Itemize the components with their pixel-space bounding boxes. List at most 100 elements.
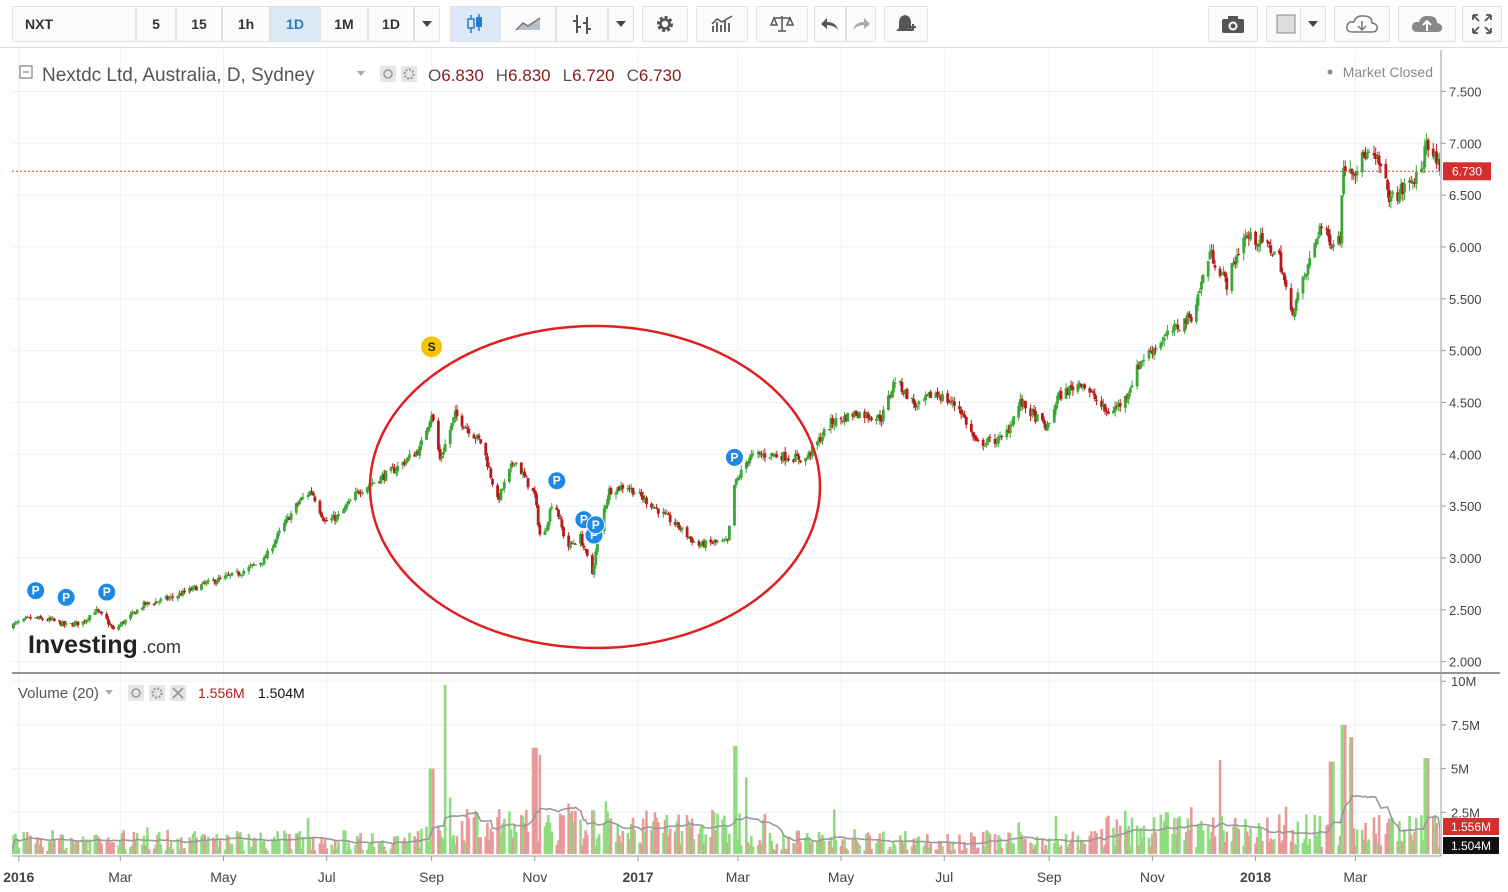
volume-settings-button[interactable]: [149, 685, 165, 701]
candle: [643, 494, 647, 503]
candle-body: [450, 422, 454, 430]
interval-1m-button[interactable]: 1M: [320, 6, 368, 42]
annotation-ellipse[interactable]: [368, 324, 822, 650]
candle: [898, 380, 902, 386]
volume-bar: [261, 842, 264, 854]
p-marker[interactable]: P: [97, 582, 117, 602]
volume-bar: [179, 837, 183, 854]
redo-button[interactable]: [846, 6, 876, 42]
candle-body: [337, 514, 340, 517]
volume-bar: [1200, 820, 1203, 854]
candle: [1435, 143, 1439, 170]
candle: [677, 522, 681, 531]
volume-bar: [1171, 834, 1174, 854]
p-marker[interactable]: P: [26, 581, 46, 601]
volume-bar: [714, 830, 718, 854]
series-settings-button[interactable]: [401, 66, 417, 82]
volume-bar: [437, 825, 440, 854]
volume-bar: [296, 833, 300, 854]
settings-button[interactable]: [642, 6, 688, 42]
line-style-button[interactable]: [500, 6, 556, 42]
candle: [1267, 241, 1271, 249]
candle-body: [200, 584, 203, 590]
alert-button[interactable]: [884, 6, 928, 42]
candle: [1113, 401, 1117, 417]
candles-style-button[interactable]: [450, 6, 500, 42]
volume-bar: [1237, 829, 1240, 854]
candle-body: [699, 544, 703, 547]
volume-bar: [379, 842, 383, 854]
candle: [1218, 265, 1222, 279]
drawing-style-button[interactable]: [1266, 6, 1306, 42]
undo-button[interactable]: [814, 6, 846, 42]
candle: [262, 554, 266, 566]
p-marker[interactable]: P: [547, 471, 567, 491]
chevron-down-icon[interactable]: [105, 690, 113, 695]
candle-body: [807, 451, 811, 458]
p-marker[interactable]: P: [586, 515, 606, 535]
candle-body: [440, 455, 444, 458]
symbol-input[interactable]: NXT: [12, 6, 136, 42]
volume-bar: [472, 817, 476, 854]
candle: [140, 607, 144, 611]
style-dropdown-button[interactable]: [608, 6, 634, 42]
volume-bar: [993, 834, 997, 854]
chevron-down-icon[interactable]: [357, 71, 365, 76]
volume-bar: [1352, 828, 1356, 854]
candle-body: [1396, 192, 1400, 201]
p-marker[interactable]: P: [56, 587, 76, 607]
price-axis[interactable]: 2.0002.5003.0003.5004.0004.5005.0005.500…: [1441, 84, 1482, 670]
p-marker[interactable]: P: [724, 447, 744, 467]
interval-1h-button[interactable]: 1h: [222, 6, 270, 42]
candle: [640, 488, 643, 501]
sell-marker[interactable]: S: [420, 335, 444, 359]
candle: [535, 491, 538, 508]
candle: [1259, 228, 1263, 252]
candle-body: [692, 541, 696, 544]
save-chart-button[interactable]: [1398, 6, 1456, 42]
screenshot-button[interactable]: [1208, 6, 1258, 42]
volume-bar: [1261, 841, 1264, 854]
candle: [543, 527, 547, 535]
volume-bar: [1257, 823, 1261, 854]
volume-tick-label: 2.5M: [1451, 805, 1480, 820]
interval-5-button[interactable]: 5: [136, 6, 176, 42]
candle-body: [1117, 403, 1120, 408]
candle-body: [34, 617, 38, 619]
volume-bar: [721, 819, 724, 854]
candle: [760, 450, 763, 459]
drawing-style-dropdown[interactable]: [1300, 6, 1326, 42]
visibility-toggle-button[interactable]: [380, 66, 396, 82]
candle-body: [1389, 195, 1393, 202]
candle-body: [782, 452, 785, 461]
candle-body: [773, 454, 777, 457]
interval-15-button[interactable]: 15: [176, 6, 222, 42]
load-chart-button[interactable]: [1334, 6, 1390, 42]
volume-bar: [1296, 821, 1300, 854]
interval-dropdown-button[interactable]: [414, 6, 440, 42]
interval-1d-alt-button[interactable]: 1D: [368, 6, 414, 42]
volume-bar: [41, 846, 44, 854]
candle-body: [1196, 294, 1200, 306]
indicators-button[interactable]: [696, 6, 748, 42]
marker-label: P: [62, 590, 70, 604]
volume-bar: [46, 850, 49, 854]
fullscreen-button[interactable]: [1462, 6, 1502, 42]
candle-body: [25, 617, 29, 619]
candle: [856, 411, 860, 419]
candle-body: [17, 621, 21, 623]
candle-body: [1409, 181, 1413, 183]
candle: [914, 400, 917, 411]
time-axis[interactable]: 2016 Mar May Jul Sep Nov 2017 Mar May Jul Sep Nov 20…: [3, 856, 1368, 885]
candle-body: [1291, 309, 1295, 316]
candle: [443, 439, 447, 453]
volume-visibility-button[interactable]: [128, 685, 144, 701]
candle: [1024, 400, 1027, 414]
compare-button[interactable]: [756, 6, 808, 42]
interval-1d-button[interactable]: 1D: [270, 6, 320, 42]
bar-style-button[interactable]: [556, 6, 608, 42]
candle: [1198, 288, 1202, 294]
candle: [724, 536, 728, 541]
